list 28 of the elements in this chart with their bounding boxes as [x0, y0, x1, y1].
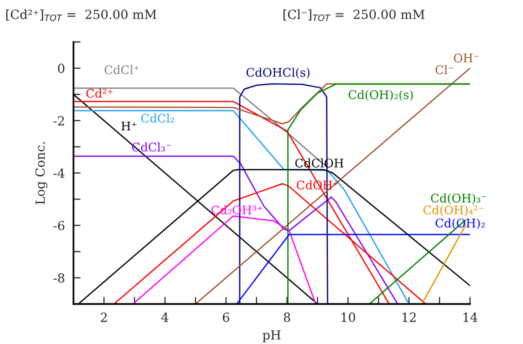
y-axis-title: Log Conc. — [35, 142, 48, 204]
text: [Cl⁻]$_{TOT}$ = 250.00 mM — [283, 9, 424, 22]
text: [Cd²⁺]$_{TOT}$ = 250.00 mM — [6, 9, 156, 22]
series-label: Cl⁻ — [436, 65, 454, 74]
series-label: H⁺ — [121, 122, 136, 130]
y-tick-label: -8 — [54, 273, 64, 283]
line-series — [73, 156, 398, 304]
series-label: CdOHCl(s) — [246, 68, 310, 79]
x-tick-label: 8 — [284, 312, 290, 322]
series-label: CdCl⁺ — [104, 65, 139, 74]
x-tick-label: 12 — [402, 312, 416, 322]
y-tick-label: 0 — [58, 64, 64, 74]
series-label: Cd(OH)₂(s) — [348, 90, 413, 101]
series-label: Cd(OH)₄²⁻ — [423, 205, 484, 216]
x-tick-label: 4 — [161, 312, 168, 322]
y-tick-label: -6 — [54, 220, 64, 230]
y-tick-label: -2 — [54, 116, 64, 126]
x-tick-label: 10 — [342, 312, 356, 322]
series-label: CdCl₂ — [141, 114, 174, 123]
series-label: Cd²⁺ — [86, 88, 112, 98]
x-tick-label: 2 — [100, 312, 107, 322]
line-series — [132, 215, 316, 304]
x-tick-label: 6 — [222, 312, 230, 322]
series-label: OH⁻ — [454, 53, 479, 62]
y-tick-label: -4 — [54, 168, 65, 178]
series-label: Cd(OH)₃⁻ — [431, 193, 486, 204]
x-axis-title: pH — [262, 330, 281, 342]
x-tick-label: 14 — [464, 312, 478, 322]
